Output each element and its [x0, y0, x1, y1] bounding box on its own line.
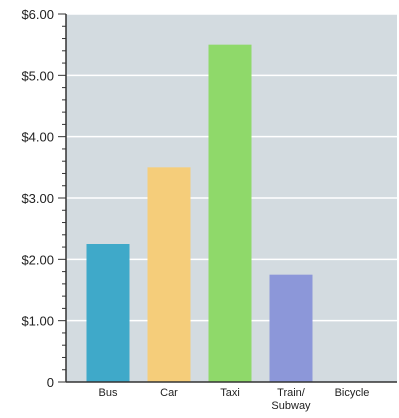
x-tick-label: Taxi	[220, 387, 240, 399]
y-tick-labels: 0 $1.00 $2.00 $3.00 $4.00 $5.00 $6.00	[21, 7, 54, 390]
y-tick-label: $1.00	[21, 314, 54, 329]
minor-ticks	[58, 13, 66, 383]
y-tick-label: $6.00	[21, 7, 54, 22]
x-tick-labels: Bus Car Taxi Train/Subway Bicycle	[99, 387, 370, 412]
y-tick-label: $4.00	[21, 130, 54, 145]
bars	[86, 44, 313, 383]
x-tick-label: Train/Subway	[271, 387, 311, 412]
bar-car	[147, 167, 191, 382]
bar-bus	[86, 244, 130, 382]
bar-train-subway	[269, 274, 313, 382]
x-tick-label: Bus	[99, 387, 118, 399]
bar-taxi	[208, 44, 252, 383]
x-tick-label: Car	[160, 387, 178, 399]
y-tick-label: $5.00	[21, 68, 54, 83]
x-tick-label: Bicycle	[335, 387, 370, 399]
y-tick-label: 0	[47, 375, 54, 390]
y-tick-label: $2.00	[21, 252, 54, 267]
y-tick-label: $3.00	[21, 191, 54, 206]
